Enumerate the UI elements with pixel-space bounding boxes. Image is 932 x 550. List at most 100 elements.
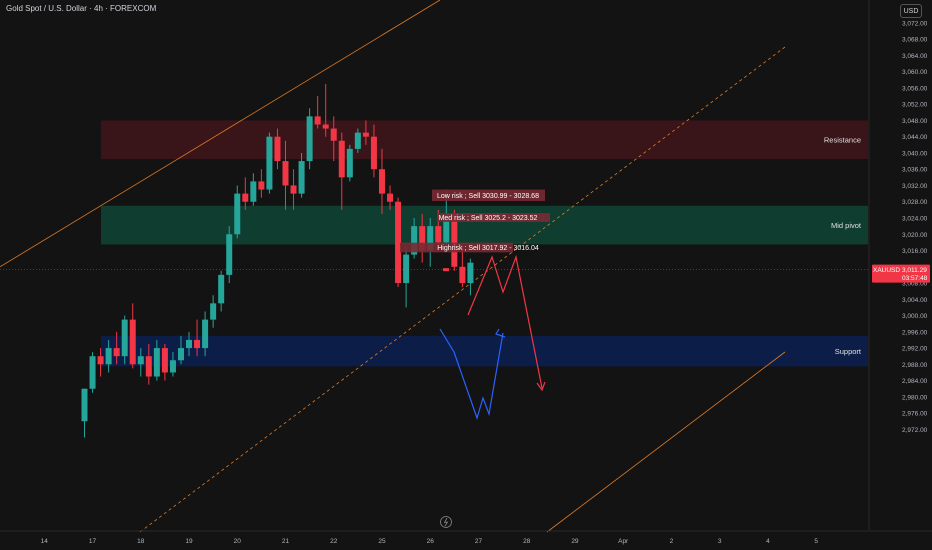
candle-body (81, 388, 88, 422)
trade-label-box (400, 242, 513, 253)
candle (298, 152, 305, 198)
projection-up-arrowhead (495, 328, 506, 338)
projection-down-path (467, 254, 543, 389)
candle (266, 132, 273, 194)
candle-body (387, 193, 394, 202)
price-tick-label: 3,036.00 (902, 167, 928, 174)
time-tick-label: 3 (718, 538, 722, 545)
candle (153, 339, 160, 381)
candle-body (218, 274, 225, 304)
price-tick-label: 3,072.00 (902, 20, 928, 27)
candle (354, 128, 361, 153)
candle (378, 148, 385, 214)
candle (202, 311, 209, 357)
candle-body (258, 181, 265, 190)
zone-label: Resistance (824, 136, 861, 145)
candle (129, 303, 136, 369)
candle (314, 96, 321, 129)
time-tick-label: 18 (137, 538, 145, 545)
candle-body (153, 348, 160, 377)
current-price-tag (872, 264, 930, 283)
countdown-label: 03:57:48 (902, 275, 928, 282)
candle-body (161, 348, 168, 373)
candle-body (370, 136, 377, 170)
candle-body (137, 356, 144, 365)
candle (250, 173, 257, 206)
price-tick-label: 2,992.00 (902, 346, 928, 353)
time-tick-label: 21 (282, 538, 290, 545)
candle-body (242, 193, 249, 202)
price-tick-label: 2,980.00 (902, 394, 928, 401)
candle (81, 388, 88, 438)
currency-button[interactable]: USD (900, 4, 922, 18)
candle-body (121, 319, 128, 357)
trade-label-text: Highrisk ; Sell 3017.92 - 3016.04 (437, 245, 539, 252)
candle (186, 331, 193, 357)
projection-down-arrowhead (536, 381, 546, 392)
price-axis[interactable]: 3,072.00 3,068.00 3,064.00 3,060.00 3,056.00… (868, 0, 930, 530)
candle-body (411, 226, 418, 255)
time-tick-label: 5 (814, 538, 818, 545)
price-tick-label: 3,052.00 (902, 102, 928, 109)
candle (194, 319, 201, 357)
price-tick-label: 3,064.00 (902, 53, 928, 60)
time-tick-label: 27 (475, 538, 483, 545)
candle-body (443, 213, 450, 243)
candle-body (177, 348, 184, 361)
time-tick-label: 28 (523, 538, 531, 545)
chart-title: Gold Spot / U.S. Dollar · 4h · FOREXCOM (6, 4, 157, 13)
candle (97, 348, 104, 377)
candle-body (435, 226, 442, 243)
candle-body (250, 181, 257, 202)
price-tick-label: 3,040.00 (902, 150, 928, 157)
candle (121, 315, 128, 365)
time-axis[interactable]: 14 17 18 19 20 21 22 25 26 27 28 29 Apr 2 3 4 5 (0, 516, 932, 546)
candle-body (274, 136, 281, 162)
price-tick-label: 2,988.00 (902, 362, 928, 369)
price-tick-label: 3,068.00 (902, 37, 928, 44)
candle (459, 246, 466, 288)
price-tick-label: 2,984.00 (902, 378, 928, 385)
candle (258, 169, 265, 198)
zone-support (101, 335, 868, 367)
price-tick-label: 3,060.00 (902, 69, 928, 76)
candle-body (419, 226, 426, 251)
time-tick-label: 14 (41, 538, 49, 545)
candle-body (306, 116, 313, 162)
time-tick-label: 4 (766, 538, 770, 545)
price-tick-label: 3,000.00 (902, 313, 928, 320)
candle-body (403, 254, 410, 284)
time-tick-label: 20 (234, 538, 242, 545)
candle-body (113, 348, 120, 357)
candle (395, 197, 402, 288)
price-tick-label: 3,008.00 (902, 281, 928, 288)
candle (169, 352, 176, 377)
price-tick-label: 3,016.00 (902, 248, 928, 255)
candle (419, 213, 426, 263)
price-tick-label: 3,048.00 (902, 118, 928, 125)
trade-label-box (437, 213, 550, 222)
candle (137, 348, 144, 377)
trade-label-text: Med risk ; Sell 3025.2 - 3023.52 (439, 215, 538, 222)
price-tick-label: 3,004.00 (902, 297, 928, 304)
candles-layer (81, 83, 474, 438)
channel-mid-line (139, 46, 786, 533)
candle-body (202, 319, 209, 349)
candle-body (194, 339, 201, 349)
candle-body (314, 116, 321, 125)
candle-body (234, 193, 241, 235)
candle-body (290, 185, 297, 194)
live-candle-marker (443, 268, 449, 272)
candle-body (459, 266, 466, 284)
candle-body (282, 161, 289, 186)
candle (226, 226, 233, 284)
candle-body (186, 339, 193, 349)
time-tick-label: 25 (378, 538, 386, 545)
lightning-icon-bolt (443, 517, 449, 527)
trade-label-text: Low risk ; Sell 3030.99 - 3028.68 (437, 193, 539, 200)
candle-body (395, 201, 402, 284)
candle (370, 124, 377, 178)
overlay-layer: Low risk ; Sell 3030.99 - 3028.68 Med ris… (400, 189, 550, 420)
candle (322, 83, 329, 137)
